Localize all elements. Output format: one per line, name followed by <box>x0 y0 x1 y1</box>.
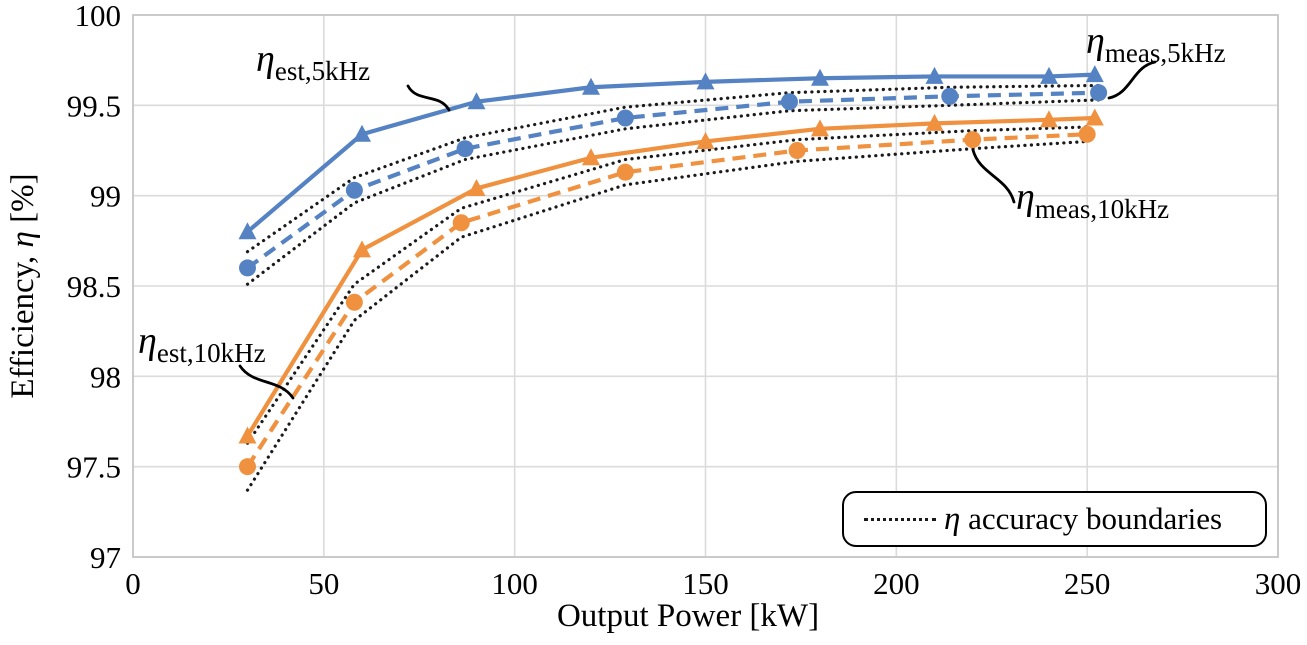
dotted-line-sample <box>864 517 936 521</box>
marker-eta-meas-5kHz <box>456 140 474 158</box>
marker-eta-meas-5kHz <box>239 259 256 277</box>
legend: η accuracy boundaries <box>842 491 1267 547</box>
leader-line-est5 <box>406 84 451 112</box>
y-tick-label: 98.5 <box>67 269 121 304</box>
eta-symbol: η <box>5 231 41 248</box>
marker-eta-meas-5kHz <box>345 181 363 199</box>
series-line-eta-accuracy-upper-5kHz <box>245 83 1101 254</box>
x-tick-label: 100 <box>491 566 538 601</box>
eta-symbol: η <box>256 38 275 80</box>
marker-eta-est-5kHz <box>582 77 600 95</box>
eta-symbol: η <box>138 320 157 362</box>
marker-eta-meas-5kHz <box>941 87 959 105</box>
marker-eta-est-10kHz <box>811 119 829 137</box>
y-axis-title-pre: Efficiency, <box>5 247 41 399</box>
eta-symbol: η <box>944 500 961 537</box>
x-tick-label: 50 <box>308 566 339 601</box>
marker-eta-est-5kHz <box>238 222 257 240</box>
annotation-subscript: est,5kHz <box>274 56 371 86</box>
marker-eta-meas-10kHz <box>1078 125 1096 143</box>
y-tick-label: 99.5 <box>67 88 121 123</box>
marker-eta-meas-10kHz <box>345 293 363 311</box>
marker-eta-est-10kHz <box>696 131 715 149</box>
annotation-eta-est-5khz: ηest,5kHz <box>256 38 370 85</box>
marker-eta-meas-10kHz <box>616 163 634 181</box>
marker-eta-est-5kHz <box>696 72 715 90</box>
y-tick-label: 98 <box>90 359 121 394</box>
annotation-subscript: est,10kHz <box>156 338 266 368</box>
y-axis-title-post: [%] <box>5 173 41 232</box>
eta-symbol: η <box>1016 176 1035 218</box>
marker-eta-meas-10kHz <box>788 142 806 159</box>
x-tick-label: 250 <box>1064 566 1111 601</box>
marker-eta-meas-5kHz <box>780 93 798 111</box>
marker-eta-est-10kHz <box>1085 108 1104 126</box>
marker-eta-meas-5kHz <box>1090 84 1108 102</box>
marker-eta-meas-10kHz <box>239 458 256 476</box>
y-tick-label: 97 <box>90 540 121 575</box>
marker-eta-est-5kHz <box>925 66 944 84</box>
marker-eta-est-5kHz <box>811 68 829 86</box>
series-line-eta-accuracy-lower-10kHz <box>245 139 1089 492</box>
marker-eta-meas-10kHz <box>452 214 470 232</box>
y-axis-title: Efficiency, η [%] <box>5 16 45 556</box>
marker-eta-est-10kHz <box>238 426 257 444</box>
annotation-eta-est-10khz: ηest,10kHz <box>138 320 266 367</box>
marker-eta-est-10kHz <box>925 113 944 131</box>
marker-eta-est-5kHz <box>467 92 486 110</box>
x-tick-label: 0 <box>125 566 141 601</box>
marker-eta-meas-5kHz <box>616 109 634 127</box>
marker-eta-est-5kHz <box>353 124 371 142</box>
marker-eta-meas-10kHz <box>964 131 982 149</box>
marker-eta-est-10kHz <box>1040 110 1058 128</box>
legend-label: accuracy boundaries <box>960 501 1223 536</box>
leader-line-meas10 <box>971 148 1016 204</box>
series-line-eta-accuracy-upper-10kHz <box>245 125 1089 445</box>
y-tick-label: 100 <box>75 0 122 33</box>
marker-eta-est-10kHz <box>353 240 371 258</box>
x-axis-title: Output Power [kW] <box>556 598 820 634</box>
annotation-subscript: meas,10kHz <box>1034 194 1170 224</box>
x-tick-label: 200 <box>873 566 920 601</box>
marker-eta-est-10kHz <box>582 148 600 166</box>
eta-symbol: η <box>1086 20 1105 62</box>
series-line-eta-accuracy-lower-5kHz <box>245 98 1101 286</box>
marker-eta-est-5kHz <box>1085 65 1104 83</box>
x-tick-label: 150 <box>682 566 729 601</box>
x-tick-label: 300 <box>1255 566 1302 601</box>
plot-border <box>132 14 1279 558</box>
annotation-subscript: meas,5kHz <box>1104 38 1226 68</box>
marker-eta-est-5kHz <box>1040 66 1058 84</box>
y-tick-label: 97.5 <box>67 450 121 485</box>
annotation-eta-meas-10khz: ηmeas,10kHz <box>1016 176 1169 223</box>
leader-line-est10 <box>238 364 295 400</box>
annotation-eta-meas-5khz: ηmeas,5kHz <box>1086 20 1226 67</box>
marker-eta-est-10kHz <box>467 178 486 196</box>
y-tick-label: 99 <box>90 179 121 214</box>
leader-line-meas5 <box>1107 60 1157 100</box>
